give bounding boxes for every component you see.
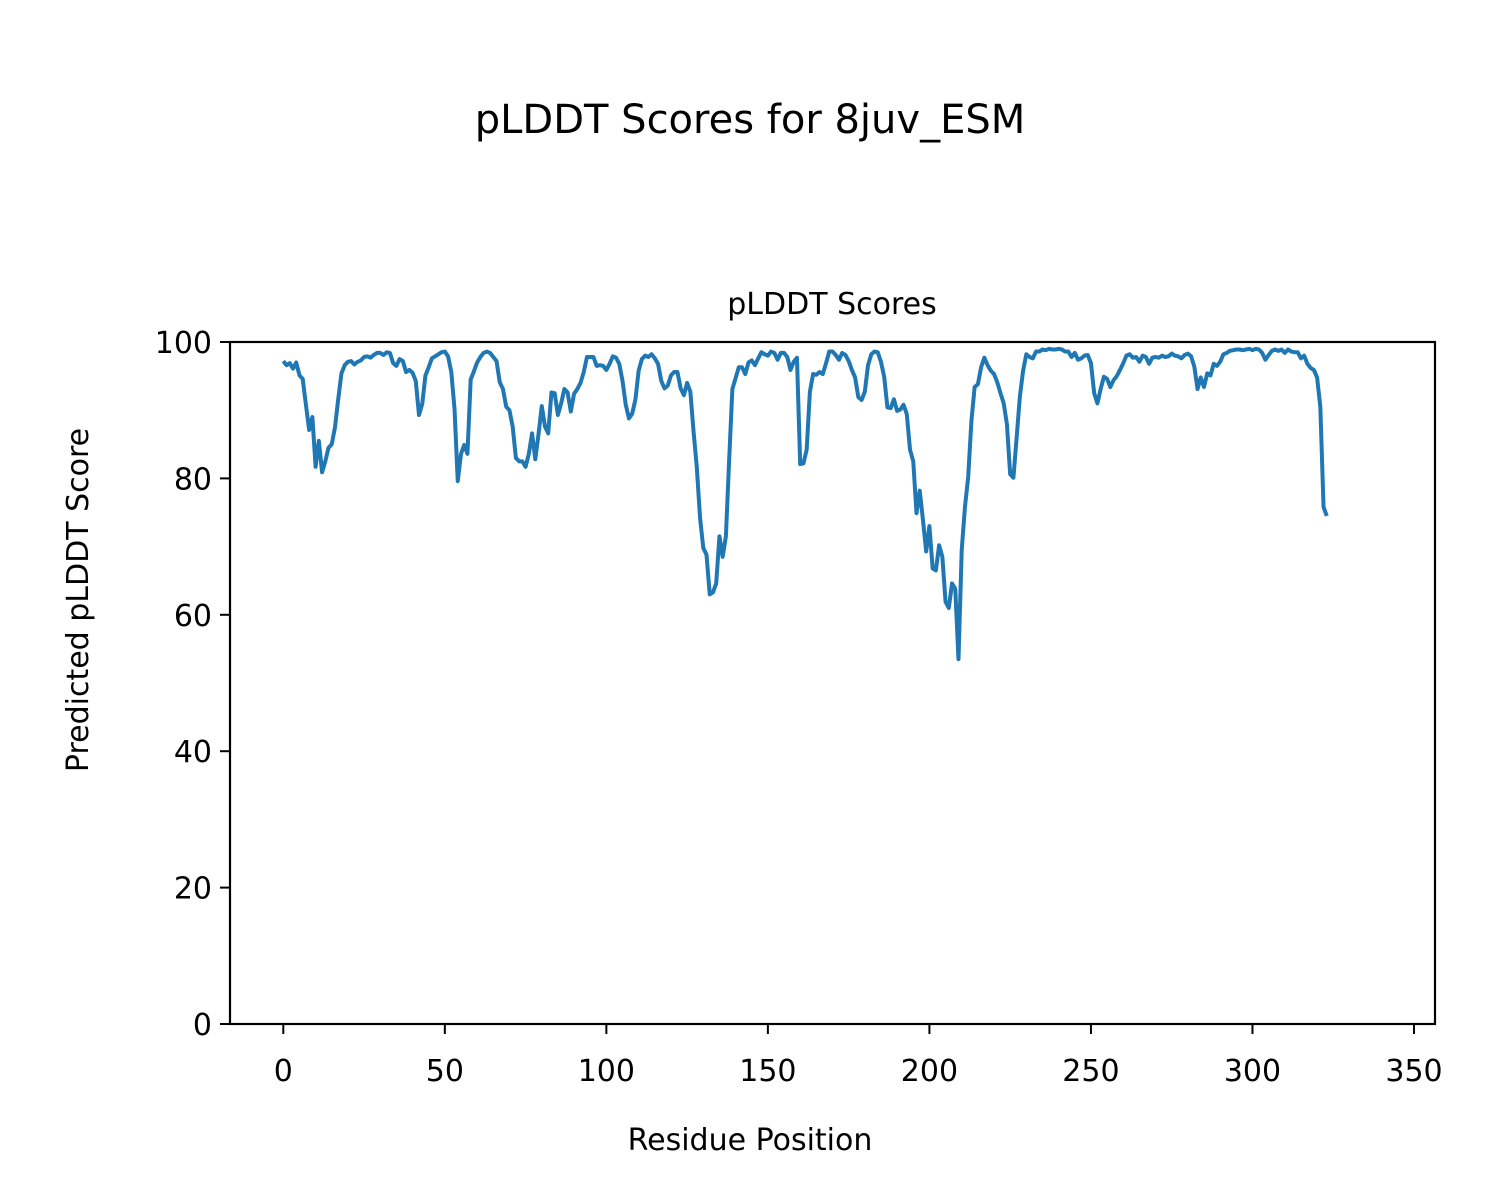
- y-axis-label: Predicted pLDDT Score: [61, 428, 96, 772]
- x-axis-label: Residue Position: [628, 1123, 873, 1158]
- x-tick-label-200: 200: [901, 1054, 958, 1089]
- y-tick-label-20: 20: [174, 872, 212, 907]
- x-tick-label-0: 0: [274, 1054, 293, 1089]
- x-tick-label-50: 50: [426, 1054, 464, 1089]
- x-tick-label-300: 300: [1224, 1054, 1281, 1089]
- y-tick-label-80: 80: [174, 462, 212, 497]
- y-tick-label-100: 100: [155, 326, 212, 361]
- x-tick-label-350: 350: [1385, 1054, 1442, 1089]
- axes-title: pLDDT Scores: [727, 287, 936, 322]
- x-tick-label-250: 250: [1062, 1054, 1119, 1089]
- y-tick-label-40: 40: [174, 735, 212, 770]
- marks-layer: 0 50 100 150 200 250 300 350 0 20 40 60 80 100: [155, 326, 1443, 1089]
- figure-suptitle: pLDDT Scores for 8juv_ESM: [475, 97, 1026, 143]
- y-tick-label-60: 60: [174, 599, 212, 634]
- x-tick-label-150: 150: [739, 1054, 796, 1089]
- y-tick-label-0: 0: [193, 1008, 212, 1043]
- x-tick-label-100: 100: [578, 1054, 635, 1089]
- series-line-0: [281, 346, 1329, 662]
- plot-frame: [228, 340, 1437, 1026]
